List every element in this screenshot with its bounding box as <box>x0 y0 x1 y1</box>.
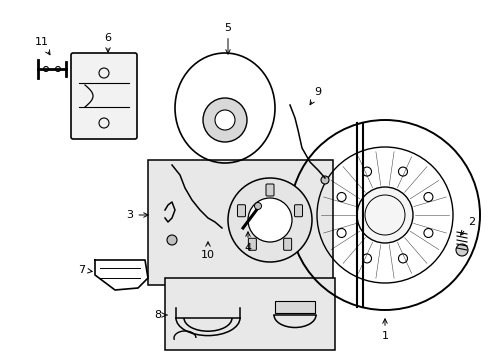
Text: 9: 9 <box>309 87 321 105</box>
Bar <box>164 278 334 350</box>
Circle shape <box>215 110 235 130</box>
Text: 6: 6 <box>104 33 111 52</box>
FancyBboxPatch shape <box>248 238 256 250</box>
Bar <box>274 301 314 313</box>
Text: 2: 2 <box>460 217 475 235</box>
Text: 7: 7 <box>78 265 92 275</box>
Text: 3: 3 <box>126 210 148 220</box>
Circle shape <box>203 98 246 142</box>
FancyBboxPatch shape <box>71 53 137 139</box>
FancyBboxPatch shape <box>283 238 291 250</box>
Text: 8: 8 <box>154 310 167 320</box>
Circle shape <box>247 198 291 242</box>
Circle shape <box>455 244 467 256</box>
FancyBboxPatch shape <box>265 184 273 196</box>
Text: 1: 1 <box>381 319 387 341</box>
Circle shape <box>336 193 346 202</box>
FancyBboxPatch shape <box>294 205 302 217</box>
Circle shape <box>167 235 177 245</box>
Circle shape <box>362 167 371 176</box>
Circle shape <box>398 167 407 176</box>
Circle shape <box>356 187 412 243</box>
Text: 5: 5 <box>224 23 231 54</box>
Circle shape <box>227 178 311 262</box>
Circle shape <box>423 229 432 238</box>
FancyBboxPatch shape <box>237 205 245 217</box>
Circle shape <box>398 254 407 263</box>
Text: 4: 4 <box>244 232 251 253</box>
Circle shape <box>423 193 432 202</box>
Bar <box>148 160 332 285</box>
Circle shape <box>254 202 261 210</box>
Circle shape <box>320 176 328 184</box>
Circle shape <box>362 254 371 263</box>
Circle shape <box>336 229 346 238</box>
Text: 11: 11 <box>35 37 50 55</box>
Text: 10: 10 <box>201 242 215 260</box>
